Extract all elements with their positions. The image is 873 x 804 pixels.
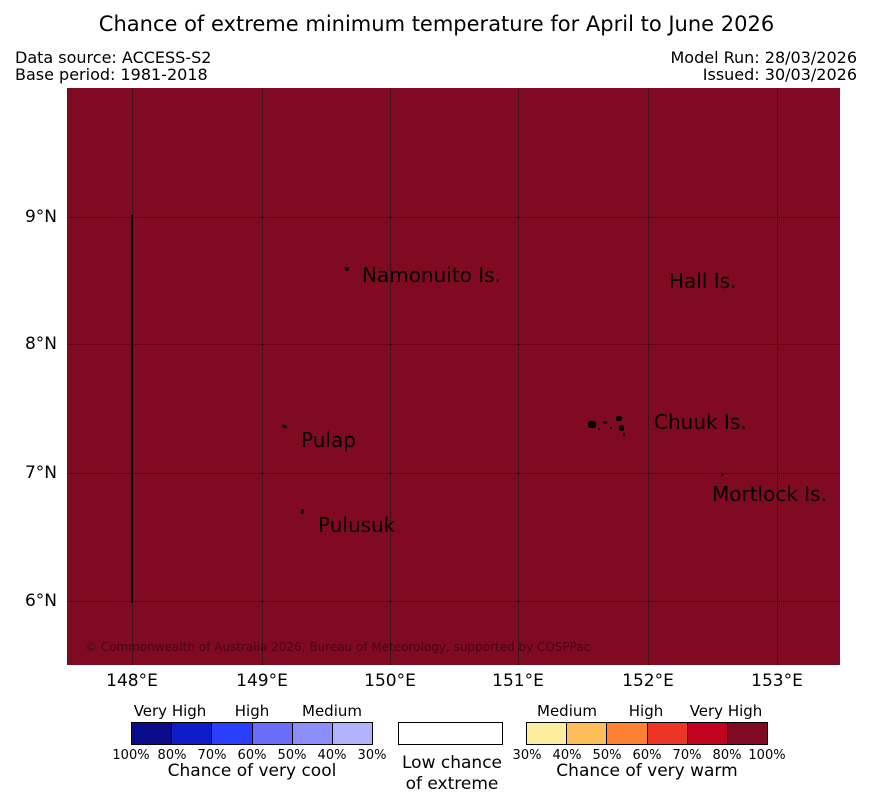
warm-tick-label: 60% xyxy=(632,748,662,763)
header-left: Data source: ACCESS-S2 Base period: 1981… xyxy=(15,49,211,83)
warm-tick-label: 50% xyxy=(592,748,622,763)
warm-caption: Chance of very warm xyxy=(556,761,738,781)
data-source-label: Data source: ACCESS-S2 xyxy=(15,48,212,67)
warm-category-label: Medium xyxy=(537,702,597,720)
gridline-vertical xyxy=(262,88,263,665)
cool-tick-label: 30% xyxy=(357,748,387,763)
island-label: Pulap xyxy=(301,428,356,452)
cool-colorbar-segment xyxy=(132,723,172,744)
model-run-label: Model Run: 28/03/2026 xyxy=(670,48,858,67)
island-label: Pulusuk xyxy=(318,513,396,537)
cool-colorbar xyxy=(131,722,373,745)
island-label: Mortlock Is. xyxy=(712,482,827,506)
gridline-vertical xyxy=(390,88,391,665)
warm-tick-label: 80% xyxy=(712,748,742,763)
cool-category-label: High xyxy=(234,702,270,720)
base-period-label: Base period: 1981-2018 xyxy=(15,65,208,84)
island-label: Hall Is. xyxy=(669,269,737,293)
warm-tick-label: 70% xyxy=(672,748,702,763)
forecast-map: © Commonwealth of Australia 2026, Bureau… xyxy=(67,88,840,665)
cool-category-label: Very High xyxy=(133,702,207,720)
low-chance-box xyxy=(398,722,503,745)
issued-label: Issued: 30/03/2026 xyxy=(702,65,857,84)
cool-colorbar-segment xyxy=(211,723,252,744)
island-marker xyxy=(623,433,625,436)
island-marker xyxy=(619,425,624,431)
warm-colorbar-segment xyxy=(527,723,567,744)
y-tick-label: 6°N xyxy=(24,591,57,611)
island-marker xyxy=(603,421,607,424)
island-marker xyxy=(344,266,350,272)
gridline-horizontal xyxy=(67,473,840,474)
warm-category-label: Very High xyxy=(689,702,763,720)
cool-tick-label: 70% xyxy=(197,748,227,763)
cool-colorbar-segment xyxy=(171,723,212,744)
cool-caption: Chance of very cool xyxy=(167,761,337,781)
low-chance-line1: Low chance xyxy=(402,753,502,773)
island-label: Chuuk Is. xyxy=(654,410,747,434)
gridline-horizontal xyxy=(67,344,840,345)
x-tick-label: 148°E xyxy=(106,671,158,691)
gridline-vertical xyxy=(132,88,133,665)
gridline-vertical xyxy=(777,88,778,665)
cool-tick-label: 80% xyxy=(157,748,187,763)
cool-tick-label: 60% xyxy=(237,748,267,763)
cool-colorbar-segment xyxy=(291,723,332,744)
y-tick-label: 9°N xyxy=(24,207,57,227)
cool-colorbar-segment xyxy=(251,723,292,744)
figure-title: Chance of extreme minimum temperature fo… xyxy=(98,12,775,36)
low-chance-line2: of extreme xyxy=(405,774,499,794)
low-chance-label: Low chance of extreme xyxy=(398,753,506,795)
warm-colorbar-segment xyxy=(566,723,607,744)
x-tick-label: 152°E xyxy=(622,671,674,691)
x-tick-label: 153°E xyxy=(751,671,803,691)
island-marker xyxy=(588,421,596,428)
island-marker xyxy=(610,427,612,429)
y-tick-label: 7°N xyxy=(24,463,57,483)
y-tick-label: 8°N xyxy=(24,334,57,354)
warm-colorbar-segment xyxy=(726,723,768,744)
warm-tick-label: 40% xyxy=(552,748,582,763)
cool-category-label: Medium xyxy=(302,702,362,720)
x-tick-label: 151°E xyxy=(492,671,544,691)
header-right: Model Run: 28/03/2026 Issued: 30/03/2026 xyxy=(671,49,858,83)
gridline-horizontal xyxy=(67,217,840,218)
gridline-vertical xyxy=(518,88,519,665)
warm-colorbar-segment xyxy=(646,723,687,744)
warm-colorbar-segment xyxy=(686,723,727,744)
island-marker xyxy=(598,428,600,430)
warm-colorbar xyxy=(526,722,768,745)
island-marker xyxy=(616,416,622,421)
cool-colorbar-segment xyxy=(331,723,373,744)
island-marker xyxy=(721,473,724,476)
warm-tick-label: 30% xyxy=(512,748,542,763)
cool-tick-label: 100% xyxy=(112,748,150,763)
warm-colorbar-segment xyxy=(606,723,647,744)
copyright-notice: © Commonwealth of Australia 2026, Bureau… xyxy=(85,640,591,654)
island-label: Namonuito Is. xyxy=(362,263,501,287)
cool-tick-label: 50% xyxy=(277,748,307,763)
island-marker xyxy=(300,508,305,515)
cool-tick-label: 40% xyxy=(317,748,347,763)
island-marker xyxy=(281,424,288,429)
warm-tick-label: 100% xyxy=(748,748,786,763)
warm-category-label: High xyxy=(628,702,664,720)
x-tick-label: 149°E xyxy=(236,671,288,691)
gridline-horizontal xyxy=(67,601,840,602)
gridline-vertical xyxy=(648,88,649,665)
x-tick-label: 150°E xyxy=(364,671,416,691)
